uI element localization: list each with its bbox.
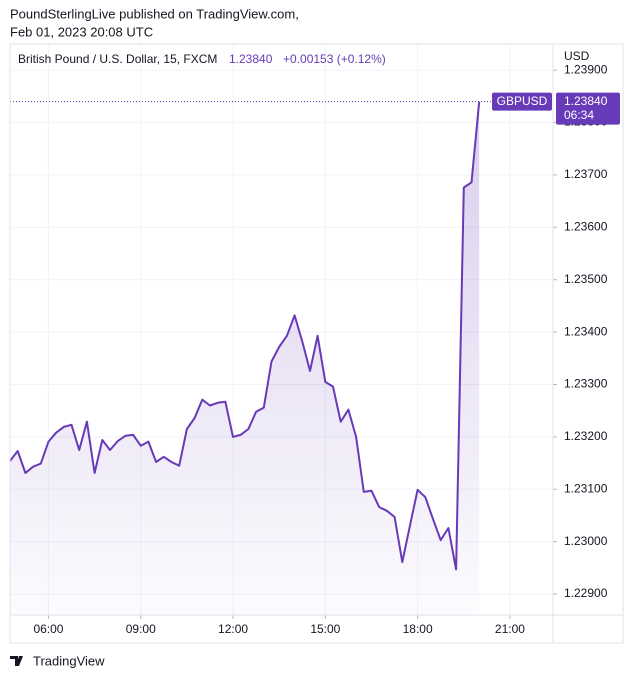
y-tick-label: 1.23200: [564, 429, 608, 443]
area-fill: [10, 101, 480, 616]
y-tick-label: 1.22900: [564, 586, 608, 600]
frame: [9, 43, 624, 644]
logo: [10, 656, 23, 666]
y-tick-label: 1.23400: [564, 324, 608, 338]
publisher: PoundSterlingLive published on TradingVi…: [10, 6, 299, 21]
legend-change: +0.00153 (+0.12%): [283, 52, 386, 66]
y-tick-label: 1.23100: [564, 481, 608, 495]
y-tick-label: 1.23000: [564, 534, 608, 548]
x-tick-label: 09:00: [126, 622, 156, 636]
legend-instrument: British Pound / U.S. Dollar, 15, FXCM: [18, 52, 217, 66]
x-tick-label: 06:00: [33, 622, 63, 636]
x-tick-label: 18:00: [403, 622, 433, 636]
brand: TradingView: [33, 653, 105, 668]
y-tick-label: 1.23600: [564, 220, 608, 234]
timestamp: Feb 01, 2023 20:08 UTC: [10, 24, 153, 39]
price-line: [9, 101, 481, 571]
legend-last: 1.23840: [229, 52, 273, 66]
countdown: 06:34: [564, 108, 594, 122]
y-tick-label: 1.23300: [564, 377, 608, 391]
symbol-tag: [492, 92, 552, 111]
x-tick-label: 21:00: [495, 622, 525, 636]
x-tick-label: 12:00: [218, 622, 248, 636]
x-tick-label: 15:00: [310, 622, 340, 636]
y-tick-label: 1.23700: [564, 167, 608, 181]
price-tag: [556, 92, 620, 125]
y-tick-label: 1.23900: [564, 62, 608, 76]
currency: USD: [564, 49, 590, 63]
symbol-tag-label: GBPUSD: [497, 94, 548, 108]
price-tag-label: 1.23840: [564, 94, 608, 108]
y-tick-label: 1.23500: [564, 272, 608, 286]
